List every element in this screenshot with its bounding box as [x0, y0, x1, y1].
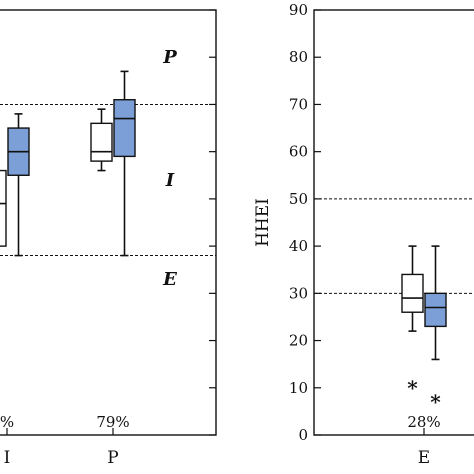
zone-label-i: I: [165, 170, 175, 191]
percent-label: 28%: [407, 413, 440, 431]
x-category-label: I: [4, 448, 11, 468]
y-tick-label: 70: [289, 95, 308, 113]
outlier-marker: *: [430, 390, 441, 414]
y-tick-label: 60: [289, 143, 308, 161]
percent-label: %: [0, 413, 14, 431]
outlier-marker: *: [407, 376, 418, 400]
y-tick-label: 50: [289, 190, 308, 208]
zone-label-e: E: [162, 269, 177, 290]
box-blue-p: [113, 99, 136, 158]
plot-frame-1: [313, 9, 474, 436]
percent-label: 79%: [96, 413, 129, 431]
y-tick-label: 90: [289, 1, 308, 19]
y-tick-label: 30: [289, 284, 308, 302]
box-blue-e: [424, 292, 447, 328]
box-white-i: [0, 169, 7, 247]
box-white-p: [90, 122, 113, 162]
y-tick-label: 80: [289, 48, 308, 66]
y-axis-title: HHEI: [253, 198, 273, 247]
y-tick-label: 40: [289, 237, 308, 255]
zone-label-p: P: [162, 47, 177, 68]
box-white-e: [401, 273, 424, 313]
plot-frame-0: [0, 9, 217, 436]
x-category-label: E: [418, 448, 430, 468]
y-tick-label: 10: [289, 379, 308, 397]
y-tick-label: 0: [298, 426, 308, 444]
y-tick-label: 20: [289, 332, 308, 350]
x-category-label: P: [107, 448, 118, 468]
